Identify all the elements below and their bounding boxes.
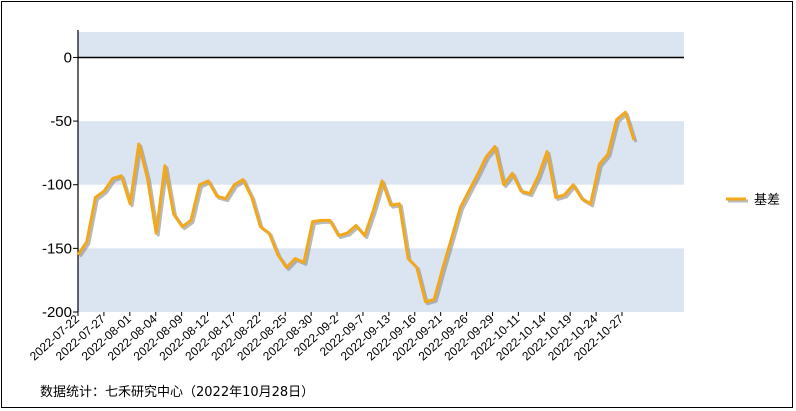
axes — [77, 30, 684, 312]
series-lines — [76, 110, 638, 306]
y-tick-label: -150 — [42, 240, 72, 257]
band-2 — [78, 248, 684, 312]
source-note: 数据统计：七禾研究中心（2022年10月28日） — [40, 385, 315, 400]
x-axis-ticks: 2022-07-222022-07-272022-08-012022-08-04… — [27, 312, 626, 364]
series-line-basis — [76, 110, 636, 304]
y-tick-label: -200 — [42, 304, 72, 321]
y-tick-label: -50 — [50, 113, 72, 130]
y-tick-label: 0 — [64, 49, 72, 66]
background-bands — [78, 32, 684, 312]
band-0 — [78, 32, 684, 58]
y-tick-label: -100 — [42, 177, 72, 194]
y-axis-ticks: 0 -50 -100 -150 -200 — [42, 49, 78, 321]
legend: 基差 — [726, 193, 780, 208]
band-1 — [78, 121, 684, 185]
legend-label: 基差 — [754, 193, 780, 208]
